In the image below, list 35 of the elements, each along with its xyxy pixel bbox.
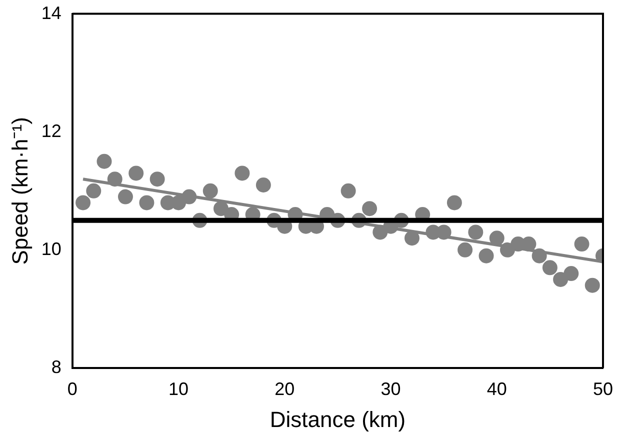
x-tick-label: 0 <box>67 378 78 399</box>
y-axis-title: Speed (km·h⁻¹) <box>7 117 32 265</box>
y-tick-label: 14 <box>41 2 62 23</box>
point <box>574 236 590 252</box>
point <box>362 201 378 216</box>
point <box>96 154 112 169</box>
point <box>202 183 218 198</box>
point <box>542 260 558 276</box>
point <box>564 266 579 282</box>
x-tick-label: 50 <box>592 378 614 399</box>
x-tick-label: 10 <box>168 378 189 399</box>
point <box>340 183 356 198</box>
point <box>584 278 600 293</box>
y-tick-label: 10 <box>41 238 62 259</box>
x-axis-title: Distance (km) <box>270 406 406 432</box>
x-tick-label: 30 <box>380 378 401 399</box>
point <box>489 230 504 246</box>
point <box>76 195 91 210</box>
y-tick-label: 8 <box>51 356 62 377</box>
point <box>468 224 484 240</box>
point <box>478 248 494 264</box>
point <box>446 195 462 210</box>
x-tick-label: 20 <box>274 378 295 399</box>
point <box>118 189 133 204</box>
point <box>256 177 271 192</box>
y-tick-label: 12 <box>41 120 62 141</box>
point <box>553 272 568 287</box>
point <box>150 172 165 187</box>
point <box>404 230 420 246</box>
point <box>86 183 102 198</box>
x-tick-label: 40 <box>486 378 507 399</box>
point <box>234 166 250 181</box>
point <box>128 166 144 181</box>
point <box>139 195 154 210</box>
point <box>458 242 473 258</box>
